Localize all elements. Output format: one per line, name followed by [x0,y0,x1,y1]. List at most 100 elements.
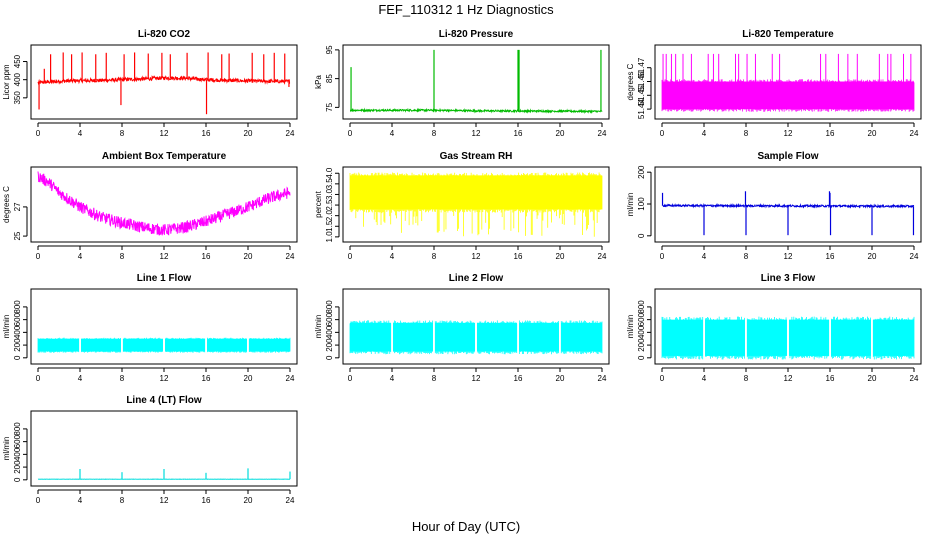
x-tick-label: 16 [202,374,211,383]
x-axis: 0 4 8 12 16 20 24 [348,367,607,383]
panel-title: Ambient Box Temperature [102,151,227,162]
band-gap [433,321,435,353]
panel-7: Line 2 Flow 0 4 8 12 16 20 24 0 200400600800ml/mi… [314,273,610,383]
x-tick-label: 8 [120,252,125,261]
panel-4: Gas Stream RH 0 4 8 12 16 20 24 1.01.52.02.53.03… [314,151,610,261]
y-axis: 75 85 95 kPa [314,45,340,112]
y-tick-label: 75 [325,102,334,111]
panel-3: Ambient Box Temperature 0 4 8 12 16 20 24 25 27de… [2,151,298,261]
x-tick-label: 20 [244,374,253,383]
x-tick-label: 16 [826,374,835,383]
y-axis-label: degrees C [626,63,635,100]
y-axis-label: ml/min [2,437,11,461]
x-axis: 0 4 8 12 16 20 24 [660,367,919,383]
y-tick-label: 1.5 [325,220,334,232]
x-tick-label: 16 [514,129,523,138]
y-tick-label: 200 [637,165,646,179]
y-tick-label: 4.0 [325,167,334,179]
x-tick-label: 4 [78,496,83,505]
y-axis-label: ml/min [314,315,323,339]
x-tick-label: 0 [36,129,41,138]
series-line [349,107,603,115]
x-tick-label: 12 [784,374,793,383]
x-tick-label: 24 [286,252,295,261]
x-axis: 0 4 8 12 16 20 24 [660,245,919,261]
y-tick-label: 0 [637,233,646,238]
x-tick-label: 20 [244,496,253,505]
panel-frame [30,166,298,243]
x-tick-label: 8 [432,252,437,261]
y-tick-label: 0 [637,355,646,360]
y-axis-label: kPa [314,75,323,89]
panel-frame [654,44,922,120]
x-tick-label: 20 [868,252,877,261]
figure-title: FEF_110312 1 Hz Diagnostics [378,2,554,17]
band-gap [205,337,207,353]
x-tick-label: 8 [120,374,125,383]
x-tick-label: 20 [556,252,565,261]
x-axis: 0 4 8 12 16 20 24 [36,367,295,383]
x-tick-label: 0 [36,252,41,261]
panel-title: Line 2 Flow [449,273,504,284]
x-tick-label: 24 [598,129,607,138]
panel-title: Sample Flow [757,151,818,162]
x-axis: 0 4 8 12 16 20 24 [36,245,295,261]
x-axis: 0 4 8 12 16 20 24 [348,245,607,261]
band-gap [787,318,789,357]
band-gap [829,318,831,357]
y-tick-label: 350 [13,91,22,105]
y-tick-label: 400 [13,325,22,339]
x-tick-label: 0 [660,129,665,138]
x-tick-label: 0 [348,129,353,138]
y-tick-label: 2.0 [325,210,334,222]
y-tick-label: 0 [325,355,334,360]
x-tick-label: 12 [472,374,481,383]
panel-5: Sample Flow 0 4 8 12 16 20 24 0 100 200 ml/min [626,151,922,261]
x-tick-label: 12 [160,374,169,383]
x-tick-label: 24 [910,129,919,138]
series-line [37,74,291,86]
panel-6: Line 1 Flow 0 4 8 12 16 20 24 0 200400600800ml/mi… [2,273,298,383]
panel-frame [30,288,298,365]
figure-xlabel: Hour of Day (UTC) [412,519,520,534]
x-tick-label: 24 [598,374,607,383]
y-tick-label: 51.46 [637,71,646,92]
x-tick-label: 20 [556,374,565,383]
panel-title: Li-820 Pressure [439,29,514,40]
panel-title: Line 3 Flow [761,273,816,284]
band-gap [475,321,477,353]
panel-frame [342,288,610,365]
x-tick-label: 12 [160,496,169,505]
band-gap [247,337,249,353]
x-tick-label: 12 [784,252,793,261]
panel-1: Li-820 Pressure 0 4 8 12 16 20 24 75 85 95 kPa [314,29,610,138]
y-tick-label: 27 [13,202,22,211]
x-axis: 0 4 8 12 16 20 24 [348,122,607,138]
band-gap [703,318,705,357]
y-tick-label: 400 [13,447,22,461]
y-tick-label: 200 [325,338,334,352]
x-tick-label: 4 [78,374,83,383]
x-tick-label: 20 [868,129,877,138]
y-tick-label: 51.45 [637,85,646,106]
panel-8: Line 3 Flow 0 4 8 12 16 20 24 0 200400600800ml/mi… [626,273,922,383]
x-tick-label: 24 [598,252,607,261]
panel-9: Line 4 (LT) Flow 0 4 8 12 16 20 24 0 200400600800… [2,395,298,505]
band-gap [745,318,747,357]
x-tick-label: 4 [78,252,83,261]
y-tick-label: 95 [325,45,334,54]
panel-frame [342,44,610,120]
x-tick-label: 12 [784,129,793,138]
y-tick-label: 200 [13,338,22,352]
x-tick-label: 20 [556,129,565,138]
panel-title: Line 4 (LT) Flow [126,395,202,406]
